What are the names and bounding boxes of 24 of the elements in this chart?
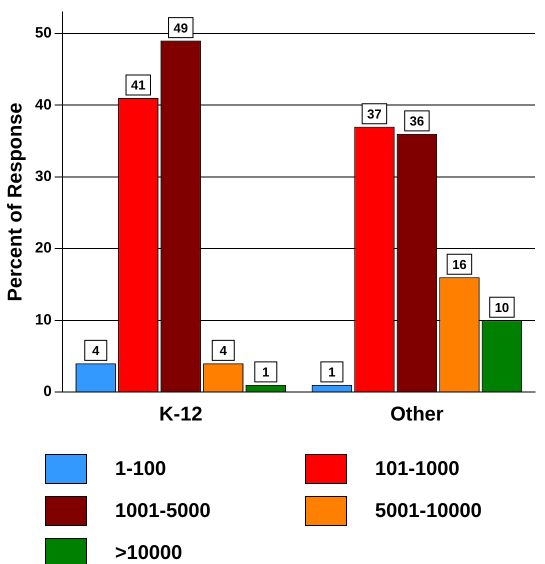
y-tick-label: 50 bbox=[34, 24, 52, 42]
y-axis-title: Percent of Response bbox=[4, 102, 27, 302]
legend-label: 1001-5000 bbox=[115, 500, 211, 522]
y-tick-label: 30 bbox=[34, 168, 52, 186]
data-label: 49 bbox=[174, 20, 188, 36]
y-tick-label: 0 bbox=[43, 383, 52, 400]
data-label: 36 bbox=[410, 113, 424, 128]
data-label: 4 bbox=[92, 342, 100, 358]
data-label: 4 bbox=[220, 342, 228, 358]
y-tick-label: 10 bbox=[34, 311, 52, 328]
data-label: 37 bbox=[367, 106, 382, 122]
y-tick-label: 20 bbox=[34, 240, 52, 257]
data-label: 1 bbox=[262, 364, 270, 380]
data-label: 1 bbox=[328, 364, 336, 380]
legend-label: 1-100 bbox=[115, 458, 166, 480]
legend-label: 5001-10000 bbox=[375, 500, 482, 522]
x-tick-label: Other bbox=[390, 404, 444, 426]
data-label: 16 bbox=[452, 256, 467, 272]
data-label: 10 bbox=[494, 300, 510, 315]
data-label: 41 bbox=[131, 78, 146, 93]
x-tick-label: K-12 bbox=[159, 404, 202, 426]
legend-label: 101-1000 bbox=[375, 458, 460, 480]
legend-label: >10000 bbox=[115, 542, 182, 564]
y-tick-label: 40 bbox=[34, 96, 52, 114]
